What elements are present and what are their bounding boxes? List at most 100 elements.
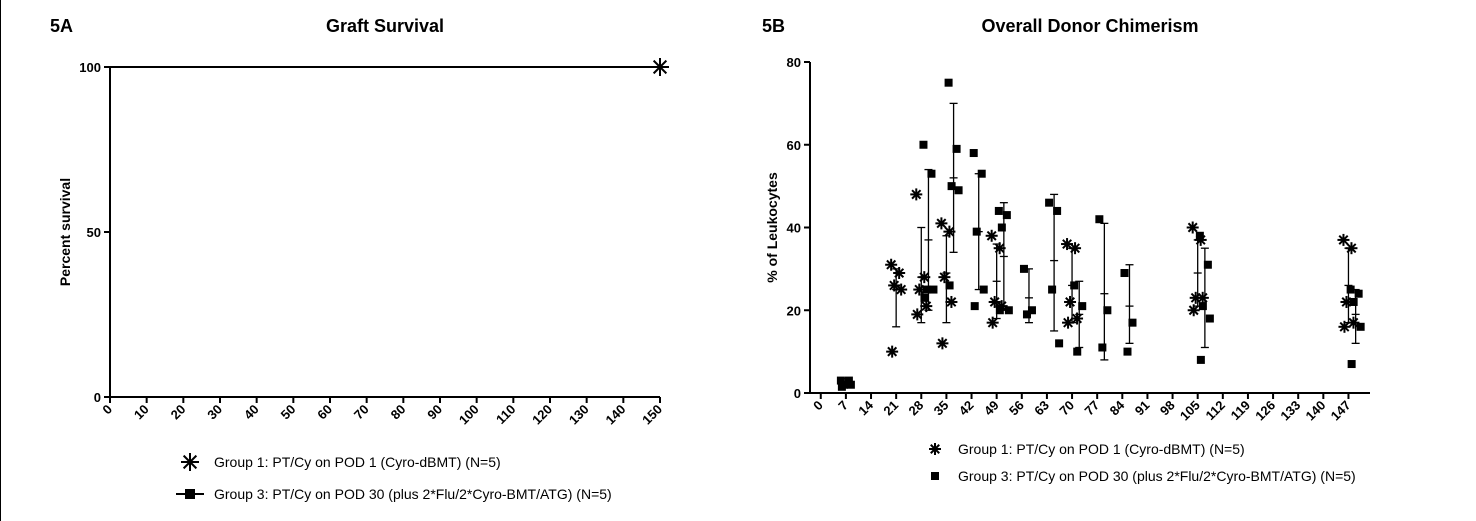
x-tick-label: 120 <box>529 402 555 428</box>
y-tick-label: 20 <box>787 303 801 318</box>
data-point-group-3 <box>970 302 979 311</box>
data-point-group-3 <box>1055 339 1064 348</box>
data-point-group-3 <box>945 281 954 290</box>
x-tick-label: 110 <box>493 402 518 427</box>
data-point-group-3 <box>1356 322 1365 331</box>
legend-label-group-3: Group 3: PT/Cy on POD 30 (plus 2*Flu/2*C… <box>214 486 612 502</box>
x-tick-label: 140 <box>603 402 629 428</box>
data-point-group-1 <box>945 295 958 308</box>
data-point-group-1 <box>1062 316 1075 329</box>
data-point-group-3 <box>920 293 929 302</box>
data-point-group-1 <box>938 271 951 284</box>
data-point-group-1 <box>993 242 1006 255</box>
data-point-group-3 <box>1004 306 1013 315</box>
data-point-group-3 <box>1120 269 1129 278</box>
data-point-group-3 <box>1027 306 1036 315</box>
data-point-group-1 <box>1069 242 1082 255</box>
data-point-group-3 <box>1073 347 1082 356</box>
panel-label-5a: 5A <box>50 16 74 36</box>
data-point-group-1 <box>920 300 933 313</box>
data-point-group-1 <box>911 308 924 321</box>
data-point-group-1 <box>886 345 899 358</box>
data-point-group-3 <box>1128 318 1137 327</box>
data-point-group-1 <box>885 258 898 271</box>
data-point-group-3 <box>1098 343 1107 352</box>
data-point-group-3 <box>969 149 978 158</box>
x-tick-label: 10 <box>131 402 152 423</box>
data-point-group-3 <box>1053 206 1062 215</box>
data-point-group-1 <box>1338 320 1351 333</box>
x-tick-label: 56 <box>1006 398 1027 419</box>
x-tick-label: 91 <box>1132 398 1153 419</box>
page-left-border <box>0 0 1 521</box>
data-point-group-1 <box>1345 242 1358 255</box>
x-tick-label: 0 <box>99 402 115 418</box>
data-point-group-1 <box>985 229 998 242</box>
data-point-group-3 <box>1048 285 1057 294</box>
data-point-group-1 <box>1186 221 1199 234</box>
data-point-group-3 <box>1349 297 1358 306</box>
x-tick-label: 28 <box>906 398 927 419</box>
x-tick-label: 130 <box>566 402 592 428</box>
panel-label-5b: 5B <box>762 16 786 36</box>
y-axis-title: % of Leukocytes <box>764 172 780 283</box>
y-tick-label: 100 <box>79 60 101 75</box>
x-tick-label: 119 <box>1228 398 1253 423</box>
panel-graft-survival: 5A Graft Survival 0 50 100 0 10 20 30 40 50 60 70 8… <box>50 16 669 502</box>
y-tick-label: 0 <box>94 390 101 405</box>
data-point-group-1 <box>1071 312 1084 325</box>
data-point-group-3 <box>929 285 938 294</box>
data-point-group-3 <box>977 169 986 178</box>
data-point-group-3 <box>1103 306 1112 315</box>
data-point-group-1 <box>1337 233 1350 246</box>
x-tick-label: 70 <box>351 402 372 423</box>
x-tick-label: 147 <box>1328 398 1354 424</box>
y-tick-label: 50 <box>87 225 101 240</box>
survival-end-marker <box>651 58 669 76</box>
data-point-group-3 <box>837 382 846 391</box>
data-point-group-1 <box>893 267 906 280</box>
data-point-group-3 <box>1205 314 1214 323</box>
data-point-group-3 <box>1198 302 1207 311</box>
data-point-group-3 <box>836 376 845 385</box>
data-point-group-3 <box>927 169 936 178</box>
x-tick-label: 77 <box>1081 398 1102 419</box>
data-point-group-3 <box>1354 289 1363 298</box>
panel-donor-chimerism: 5B Overall Donor Chimerism 0 20 40 60 80 0 7 14… <box>740 0 1476 521</box>
x-tick-label: 21 <box>880 398 901 419</box>
data-point-group-1 <box>936 337 949 350</box>
data-point-group-3 <box>1195 231 1204 240</box>
data-point-group-3 <box>979 285 988 294</box>
x-tick-label: 42 <box>956 398 977 419</box>
data-point-group-3 <box>919 140 928 149</box>
data-point-group-3 <box>947 182 956 191</box>
data-point-group-1 <box>1196 291 1209 304</box>
x-tick-label: 140 <box>1303 398 1329 424</box>
data-point-group-1 <box>918 271 931 284</box>
data-point-group-1 <box>910 188 923 201</box>
data-point-group-3 <box>1070 281 1079 290</box>
data-point-group-1 <box>935 217 948 230</box>
data-point-group-1 <box>1187 304 1200 317</box>
y-tick-label: 60 <box>787 138 801 153</box>
legend-marker-group-3 <box>931 472 939 480</box>
x-tick-label: 50 <box>278 402 299 423</box>
x-tick-label: 63 <box>1031 398 1052 419</box>
x-tick-label: 40 <box>241 402 262 423</box>
x-tick-label: 20 <box>168 402 189 423</box>
data-point-group-3 <box>922 285 931 294</box>
legend-label-group-1: Group 1: PT/Cy on POD 1 (Cyro-dBMT) (N=5… <box>958 441 1245 457</box>
legend-label-group-3: Group 3: PT/Cy on POD 30 (plus 2*Flu/2*C… <box>958 468 1356 484</box>
chart-title-donor-chimerism: Overall Donor Chimerism <box>981 16 1199 36</box>
data-point-group-3 <box>997 223 1006 232</box>
data-point-group-1 <box>1347 316 1360 329</box>
x-tick-label: 84 <box>1107 397 1128 418</box>
x-tick-label: 80 <box>388 402 409 423</box>
data-point-group-3 <box>1045 198 1054 207</box>
data-point-group-1 <box>895 283 908 296</box>
data-point-group-3 <box>1078 302 1087 311</box>
graft-survival-chart: 0 50 100 0 10 20 30 40 50 60 70 80 90 100 110 120 130 140… <box>57 58 669 502</box>
data-point-group-3 <box>1019 264 1028 273</box>
x-tick-label: 35 <box>931 398 952 419</box>
